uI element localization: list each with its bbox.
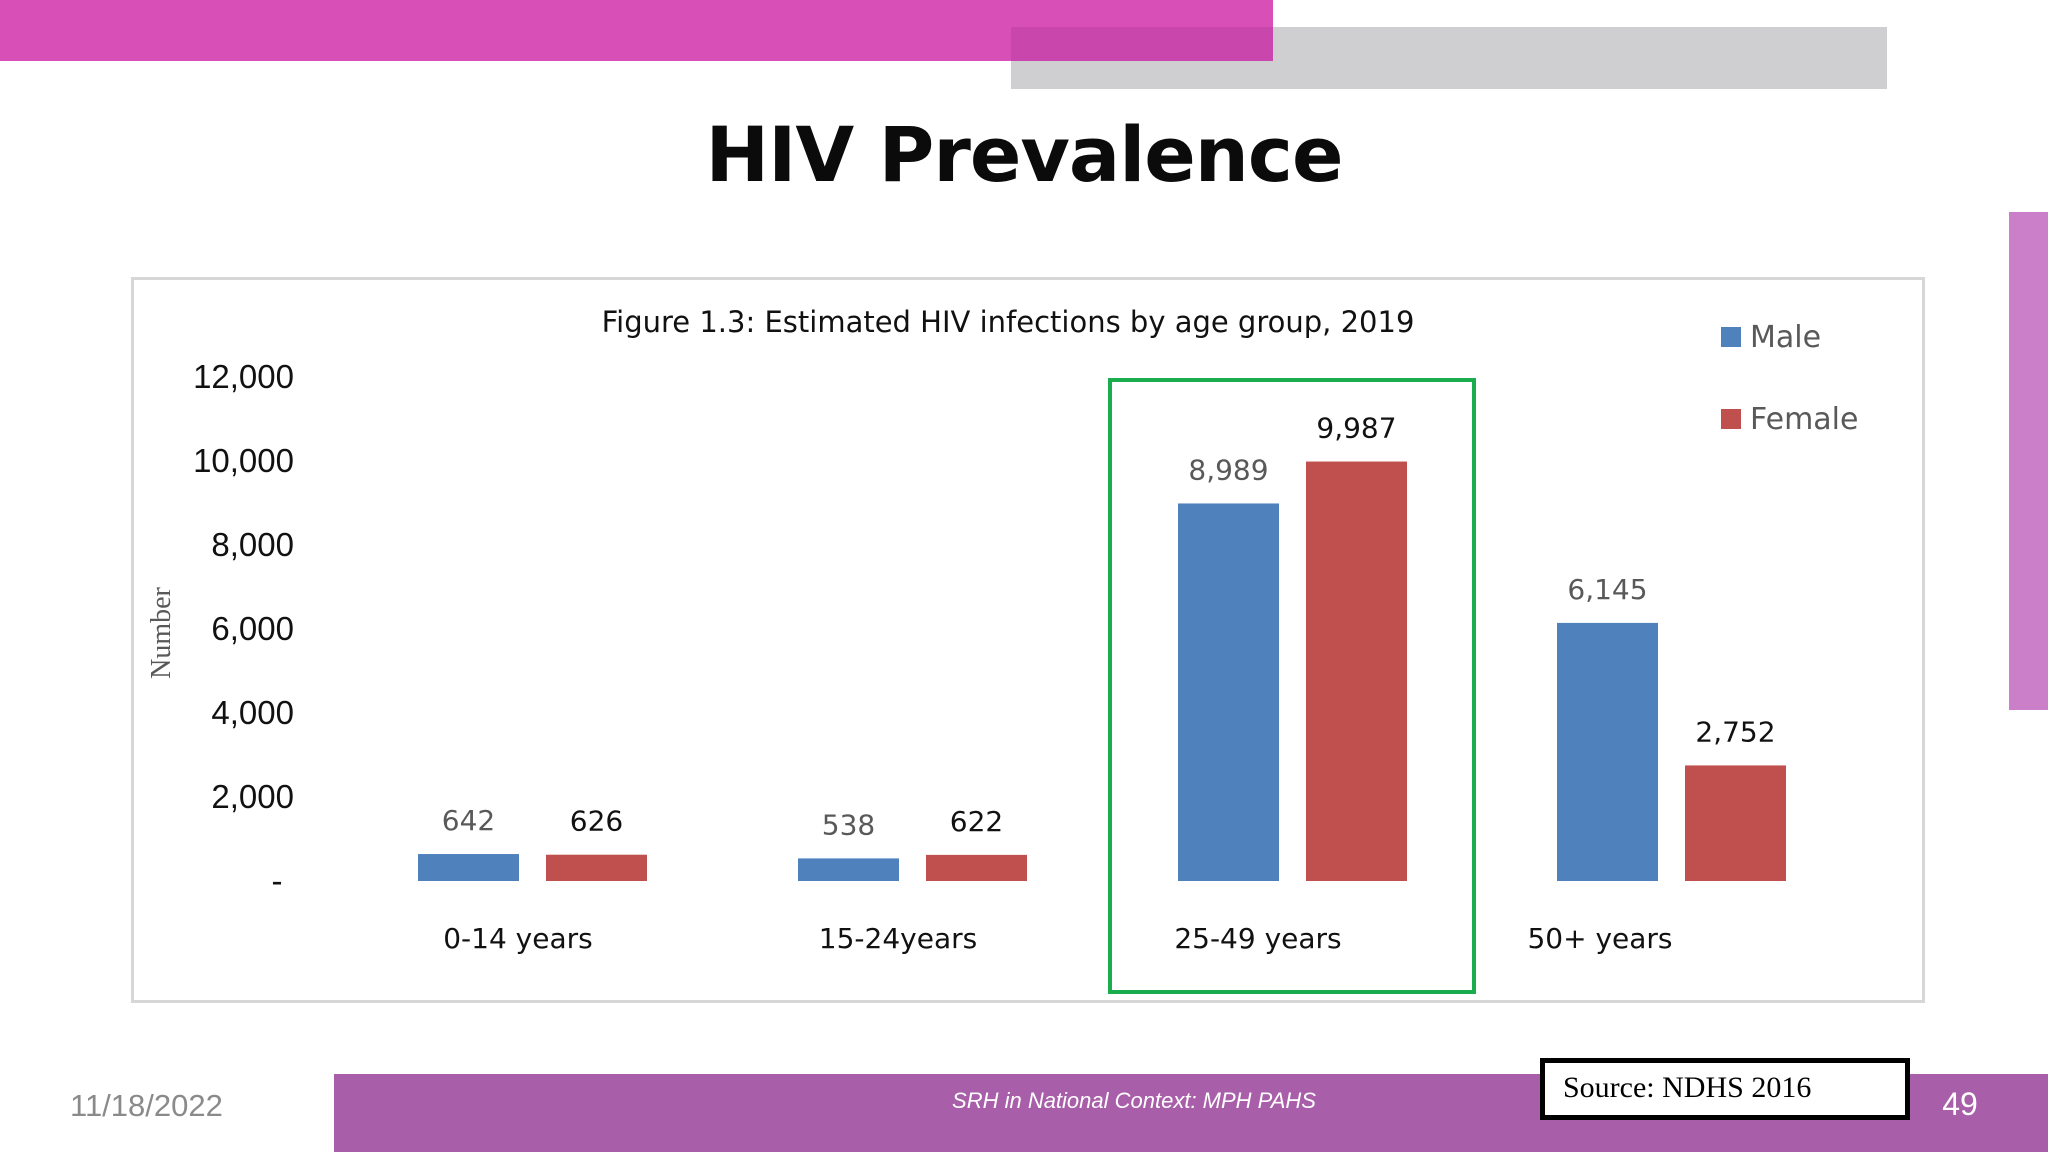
bar-female xyxy=(1685,765,1786,881)
data-label-female: 622 xyxy=(950,805,1003,838)
bar-chart: Figure 1.3: Estimated HIV infections by … xyxy=(146,305,1858,994)
top-accent-bar-overlap xyxy=(1011,27,1273,61)
chart-frame: Figure 1.3: Estimated HIV infections by … xyxy=(131,277,1925,1003)
legend-swatch-male xyxy=(1721,327,1741,347)
y-tick-label: 8,000 xyxy=(211,526,294,563)
x-tick-label: 15-24years xyxy=(819,922,977,955)
right-accent-bar xyxy=(2009,212,2048,710)
data-label-female: 2,752 xyxy=(1695,715,1775,748)
legend-swatch-female xyxy=(1721,409,1741,429)
y-tick-label: 6,000 xyxy=(211,610,294,647)
data-label-female: 626 xyxy=(570,805,623,838)
legend-label-male: Male xyxy=(1750,320,1821,355)
data-label-male: 538 xyxy=(822,808,875,841)
y-tick-label: 2,000 xyxy=(211,778,294,815)
bar-male xyxy=(418,854,519,881)
bar-female xyxy=(1306,461,1407,881)
source-box: Source: NDHS 2016 xyxy=(1540,1058,1910,1120)
bar-female xyxy=(926,854,1027,881)
legend-label-female: Female xyxy=(1750,402,1858,437)
bar-male xyxy=(1178,503,1279,881)
data-label-male: 8,989 xyxy=(1188,453,1268,486)
y-tick-label: 12,000 xyxy=(193,358,294,395)
x-tick-label: 25-49 years xyxy=(1174,922,1341,955)
y-tick-label: 4,000 xyxy=(211,694,294,731)
footer-text: SRH in National Context: MPH PAHS xyxy=(952,1088,1316,1113)
y-tick-label: 10,000 xyxy=(193,442,294,479)
page-number: 49 xyxy=(1942,1086,1978,1122)
data-label-male: 642 xyxy=(442,804,495,837)
bar-male xyxy=(1557,622,1658,881)
bar-female xyxy=(546,854,647,881)
footer-date: 11/18/2022 xyxy=(70,1088,223,1123)
slide-title: HIV Prevalence xyxy=(705,110,1343,199)
y-tick-label: - xyxy=(272,862,283,899)
data-label-male: 6,145 xyxy=(1567,573,1647,606)
highlight-box xyxy=(1108,378,1476,994)
bar-male xyxy=(798,858,899,881)
data-label-female: 9,987 xyxy=(1316,412,1396,445)
chart-title: Figure 1.3: Estimated HIV infections by … xyxy=(602,305,1415,339)
x-tick-label: 0-14 years xyxy=(443,922,593,955)
x-tick-label: 50+ years xyxy=(1527,922,1672,955)
y-axis-label: Number xyxy=(146,586,177,678)
